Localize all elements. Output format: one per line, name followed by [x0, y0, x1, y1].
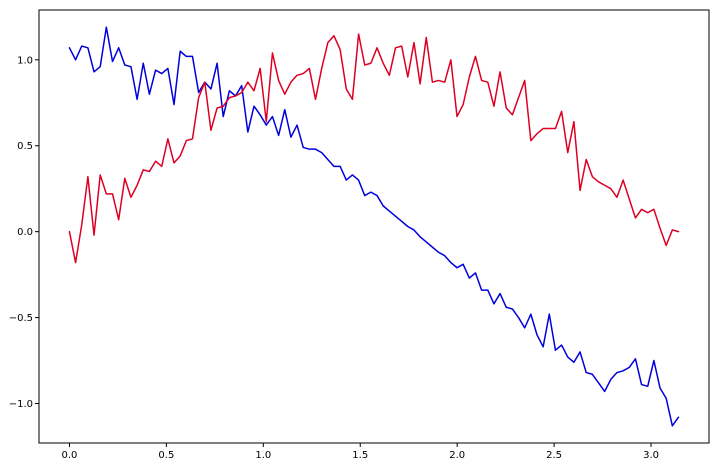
- x-tick-label: 3.0: [643, 450, 659, 461]
- y-tick-label: 0.0: [17, 227, 33, 238]
- y-tick-label: 1.0: [17, 55, 33, 66]
- x-tick-label: 1.0: [255, 450, 271, 461]
- y-tick-label: −0.5: [9, 313, 33, 324]
- axes: 0.0 0.5 1.0 1.5 2.0 2.5 3.0 1.0 0.5 0.0 −0.5 −1.0: [9, 9, 710, 461]
- plot-area: [39, 10, 709, 443]
- y-tick-label: −1.0: [9, 399, 33, 410]
- series-group: [68, 26, 680, 427]
- series-line-1: [68, 26, 680, 427]
- x-tick-label: 2.0: [449, 450, 465, 461]
- plot-background: [39, 10, 709, 443]
- series-line-2: [68, 33, 680, 264]
- x-tick-label: 0.5: [158, 450, 174, 461]
- plot-frame: [38, 9, 710, 444]
- x-tick-label: 2.5: [546, 450, 562, 461]
- x-tick-label: 1.5: [352, 450, 368, 461]
- x-tick-label: 0.0: [61, 450, 77, 461]
- y-tick-label: 0.5: [17, 141, 33, 152]
